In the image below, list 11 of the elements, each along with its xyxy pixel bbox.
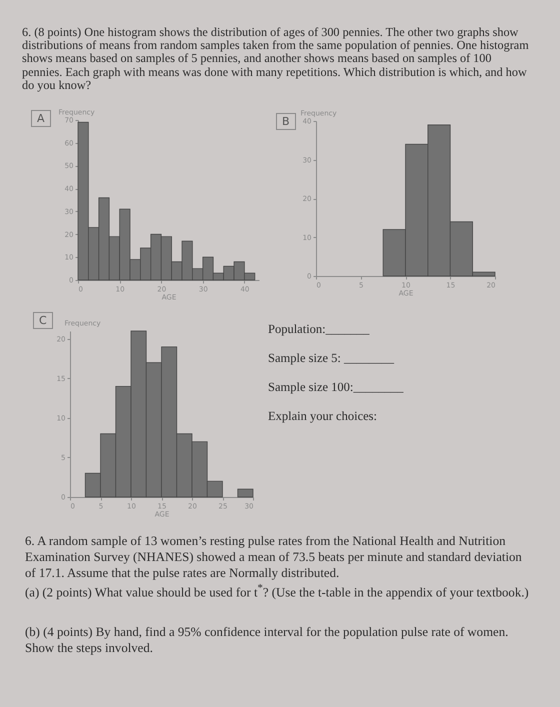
text: 6. A random sample of 13 women’s resting pulse rates from the National Health and Nutrition Examination Survey (NHANES) showed a mean of 73.5 beats per minute and standard deviation of 17.1. Assume that the pulse rates are Normally distributed. <box>25 533 523 581</box>
text: Population:_______ <box>268 322 370 336</box>
text: Sample size 5: ________ <box>268 351 396 365</box>
chart-title: C <box>33 312 53 329</box>
chart-title: A <box>31 110 51 127</box>
text: Explain your choices: <box>268 409 378 423</box>
text: (b) (4 points) By hand, find a 95% confidence interval for the population pulse rate of women. Show the steps involved. <box>25 624 510 656</box>
text: Sample size 100:________ <box>268 380 404 394</box>
chart-title: B <box>276 113 296 130</box>
text: 6. (8 points) One histogram shows the distribution of ages of 300 pennies. The other two graphs show distributions of means from random samples taken from the same population of pennies. One histogram shows means based on samples of 5 pennies, and another shows means based on samples of 100 pennies. Each graph with means was done with many repetitions. Which distribution is which, and how do you know? <box>22 25 530 92</box>
text: (a) (2 points) What value should be used for t$^{*}$? (Use the t-table in the appendix of your textbook.) <box>25 582 530 600</box>
